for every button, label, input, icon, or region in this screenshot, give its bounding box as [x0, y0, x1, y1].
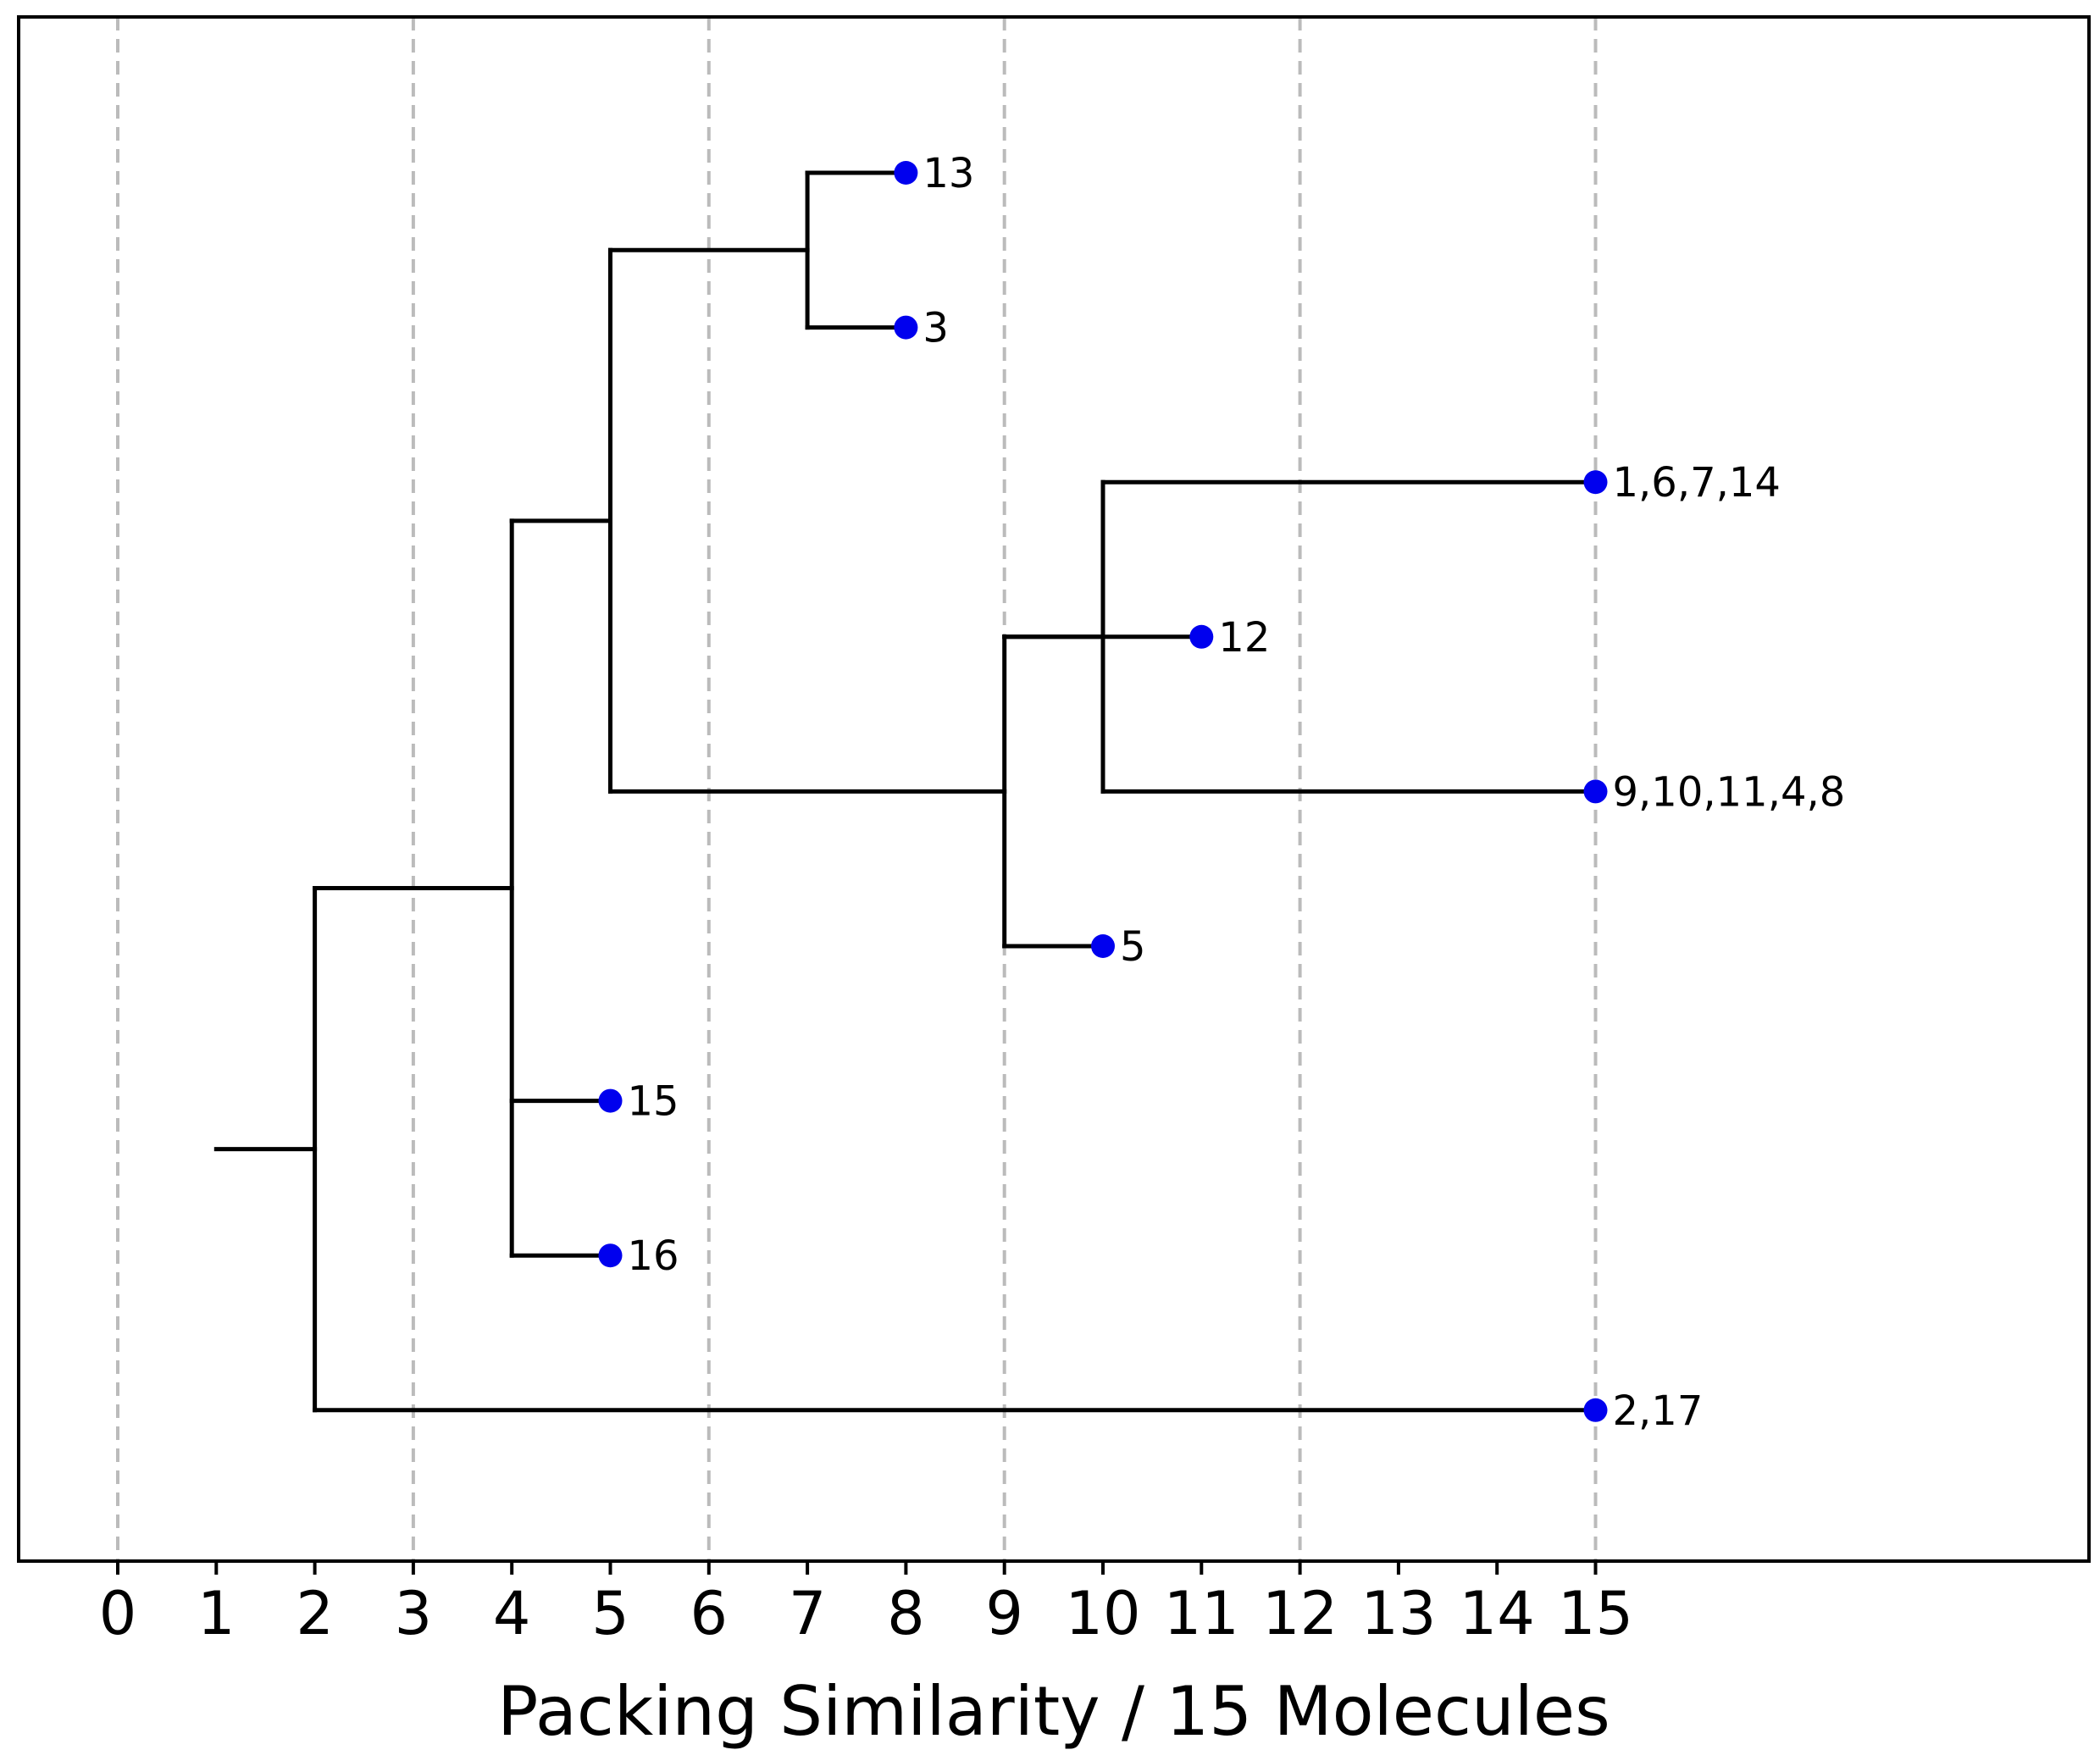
leaf-label-8: 2,17: [1613, 1387, 1704, 1435]
leaf-label-4: 9,10,11,4,8: [1613, 768, 1846, 816]
leaf-marker-3: [1189, 624, 1214, 649]
x-tick-label-10: 10: [1065, 1579, 1140, 1648]
x-tick-label-5: 5: [591, 1579, 629, 1648]
branch-layer: [213, 170, 1598, 1413]
leaf-marker-7: [598, 1243, 623, 1268]
leaf-label-3: 12: [1218, 614, 1270, 662]
leaf-label-6: 15: [628, 1078, 679, 1126]
x-axis-ticks: 0 1 2 3 4 5 6 7 8 9 10 11 12 13 14 15: [99, 1561, 1633, 1648]
x-tick-label-13: 13: [1360, 1579, 1436, 1648]
grid-layer: [116, 17, 1598, 1561]
leaf-marker-1: [894, 315, 918, 340]
x-tick-label-11: 11: [1164, 1579, 1239, 1648]
leaf-marker-0: [894, 161, 918, 185]
leaf-label-0: 13: [923, 150, 974, 197]
x-tick-label-12: 12: [1262, 1579, 1338, 1648]
x-axis-title: Packing Similarity / 15 Molecules: [497, 1672, 1610, 1751]
leaf-marker-5: [1091, 934, 1115, 958]
leaf-marker-6: [598, 1088, 623, 1113]
x-tick-label-1: 1: [197, 1579, 235, 1648]
x-tick-label-8: 8: [887, 1579, 925, 1648]
x-tick-label-2: 2: [296, 1579, 334, 1648]
x-tick-label-6: 6: [690, 1579, 729, 1648]
leaf-label-2: 1,6,7,14: [1613, 459, 1781, 507]
leaf-marker-8: [1583, 1398, 1608, 1422]
x-tick-label-9: 9: [985, 1579, 1023, 1648]
leaf-marker-2: [1583, 470, 1608, 495]
x-tick-label-3: 3: [395, 1579, 433, 1648]
leaf-label-1: 3: [923, 305, 949, 352]
x-tick-label-15: 15: [1558, 1579, 1633, 1648]
plot-frame: [17, 15, 2091, 1563]
x-tick-label-7: 7: [789, 1579, 827, 1648]
x-tick-label-4: 4: [493, 1579, 531, 1648]
leaf-marker-4: [1583, 779, 1608, 804]
leaf-label-7: 16: [628, 1232, 679, 1280]
leaf-layer: 13 3 1,6,7,14 12 9,10,11,4,8 5 15 16 2,17: [598, 150, 1846, 1435]
x-tick-label-0: 0: [99, 1579, 137, 1648]
x-tick-label-14: 14: [1460, 1579, 1535, 1648]
leaf-label-5: 5: [1120, 923, 1146, 971]
